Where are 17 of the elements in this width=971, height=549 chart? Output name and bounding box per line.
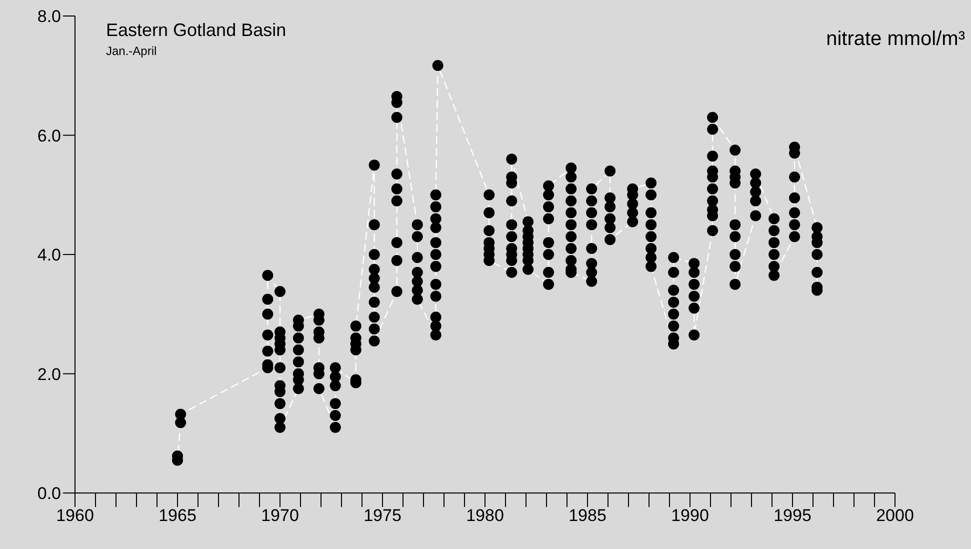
y-tick-label: 4.0 xyxy=(37,246,61,265)
y-tick-label: 2.0 xyxy=(37,364,61,384)
x-tick-label: 1965 xyxy=(158,506,196,526)
x-tick-label: 1975 xyxy=(364,506,402,526)
y-tick-label: 6.0 xyxy=(37,126,61,146)
y-axis-title: nitrate mmol/m³ xyxy=(826,28,965,51)
x-tick-label: 1995 xyxy=(774,506,812,526)
x-tick-label: 1985 xyxy=(568,506,606,526)
x-tick-label: 1990 xyxy=(671,506,709,526)
x-tick-label: 2000 xyxy=(876,506,914,526)
y-tick-label: 8.0 xyxy=(37,7,61,26)
x-tick-label: 1970 xyxy=(261,506,299,526)
text: Jan.-April xyxy=(106,44,157,58)
x-tick-label: 1980 xyxy=(466,506,504,526)
y-tick-label: 0.0 xyxy=(37,484,61,504)
x-tick-label: 1960 xyxy=(56,506,94,526)
chart-title: Eastern Gotland Basin xyxy=(106,20,286,41)
